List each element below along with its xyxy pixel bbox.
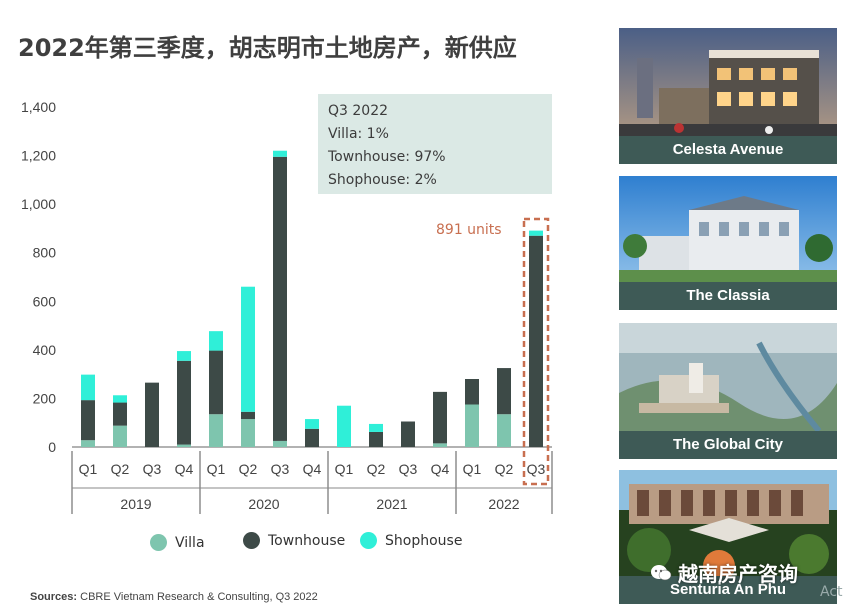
bar-shophouse (113, 395, 127, 403)
x-tick-label: Q1 (207, 461, 226, 477)
bar-shophouse (81, 374, 95, 401)
y-tick-label: 1,200 (21, 148, 56, 164)
info-box-townhouse: Townhouse: 97% (328, 149, 446, 165)
x-tick-label: Q4 (175, 461, 194, 477)
bar-shophouse (529, 230, 543, 236)
bar-townhouse (369, 431, 383, 447)
legend-label-shophouse: Shophouse (385, 532, 463, 549)
x-tick-label: Q2 (495, 461, 514, 477)
bar-townhouse (497, 368, 511, 415)
x-tick-label: Q2 (239, 461, 258, 477)
bar-villa (241, 419, 255, 447)
legend-label-townhouse: Townhouse (268, 532, 346, 549)
y-tick-label: 600 (33, 293, 57, 309)
bar-townhouse (81, 400, 95, 441)
legend-swatch-shophouse (360, 532, 377, 549)
x-tick-label: Q1 (463, 461, 482, 477)
bar-villa (433, 443, 447, 447)
project-card-celesta: Celesta Avenue (619, 28, 837, 164)
bar-villa (465, 404, 479, 447)
bar-townhouse (529, 235, 543, 447)
bar-townhouse (209, 350, 223, 415)
bar-shophouse (241, 286, 255, 412)
year-label: 2021 (376, 496, 407, 512)
info-box-title: Q3 2022 (328, 103, 389, 119)
bar-townhouse (113, 402, 127, 426)
legend-label-villa: Villa (175, 534, 205, 551)
legend-swatch-townhouse (243, 532, 260, 549)
wechat-icon (651, 564, 672, 580)
activation-hint: Act (820, 584, 843, 600)
bar-villa (113, 425, 127, 447)
bar-townhouse (241, 411, 255, 420)
project-card-senturia: Senturia An Phu (619, 470, 837, 604)
bar-villa (177, 444, 191, 447)
bar-shophouse (337, 405, 351, 447)
info-box-villa: Villa: 1% (328, 126, 389, 142)
bar-townhouse (433, 391, 447, 444)
bar-townhouse (145, 382, 159, 447)
x-tick-label: Q1 (79, 461, 98, 477)
x-tick-label: Q4 (431, 461, 450, 477)
legend-item-villa: Villa (150, 534, 205, 551)
x-tick-label: Q3 (271, 461, 290, 477)
bar-townhouse (401, 421, 415, 447)
legend-item-townhouse: Townhouse (243, 532, 345, 549)
year-label: 2022 (488, 496, 519, 512)
bar-villa (273, 440, 287, 447)
bar-villa (209, 414, 223, 447)
bar-shophouse (209, 331, 223, 351)
info-box: Q3 2022 Villa: 1% Townhouse: 97% Shophou… (318, 94, 552, 194)
bar-shophouse (273, 150, 287, 157)
project-caption-global-city: The Global City (619, 431, 837, 459)
source-note: Sources: CBRE Vietnam Research & Consult… (30, 591, 318, 603)
bar-townhouse (273, 156, 287, 441)
y-tick-label: 800 (33, 245, 57, 261)
year-label: 2019 (120, 496, 151, 512)
bar-villa (81, 440, 95, 447)
legend-swatch-villa (150, 534, 167, 551)
bar-townhouse (305, 428, 319, 447)
chart-title: 2022年第三季度，胡志明市土地房产，新供应 (18, 34, 517, 62)
bar-shophouse (177, 351, 191, 361)
watermark-text: 越南房产咨询 (678, 562, 798, 586)
source-text: CBRE Vietnam Research & Consulting, Q3 2… (77, 591, 318, 603)
x-tick-label: Q3 (143, 461, 162, 477)
project-caption-classia: The Classia (619, 282, 837, 310)
info-box-shophouse: Shophouse: 2% (328, 172, 437, 188)
project-caption-celesta: Celesta Avenue (619, 136, 837, 164)
bar-shophouse (305, 419, 319, 429)
highlight-box (522, 217, 550, 486)
bar-townhouse (465, 379, 479, 405)
y-tick-label: 400 (33, 342, 57, 358)
callout-label: 891 units (436, 222, 502, 238)
x-tick-label: Q2 (111, 461, 130, 477)
y-tick-label: 1,000 (21, 196, 56, 212)
x-tick-label: Q4 (303, 461, 322, 477)
bar-townhouse (177, 360, 191, 445)
bar-villa (497, 414, 511, 447)
year-label: 2020 (248, 496, 279, 512)
x-tick-label: Q3 (527, 461, 546, 477)
stacked-bar-chart: 0 200 400 600 800 1,000 1,200 1,400 Q1 Q2 Q3 Q4 Q1 Q2… (21, 99, 553, 514)
bar-shophouse (369, 423, 383, 432)
x-tick-label: Q2 (367, 461, 386, 477)
project-card-global-city: The Global City (619, 323, 837, 459)
source-label: Sources: (30, 591, 78, 603)
watermark: 越南房产咨询 (650, 558, 798, 587)
project-card-classia: The Classia (619, 176, 837, 310)
y-tick-label: 0 (48, 439, 56, 455)
x-tick-label: Q1 (335, 461, 354, 477)
y-tick-label: 1,400 (21, 99, 56, 115)
x-tick-label: Q3 (399, 461, 418, 477)
project-caption-senturia: Senturia An Phu (619, 576, 837, 604)
y-tick-label: 200 (33, 390, 57, 406)
legend-item-shophouse: Shophouse (360, 532, 462, 549)
